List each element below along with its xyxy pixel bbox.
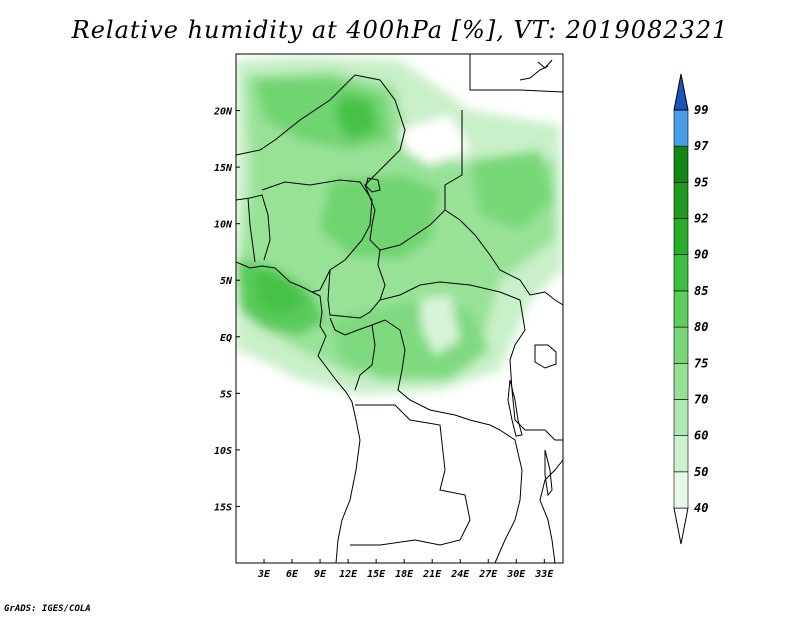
humidity-region-core-east [470, 150, 555, 230]
colorbar-segment [673, 435, 689, 473]
colorbar-label: 60 [694, 429, 708, 443]
colorbar-label: 99 [694, 103, 708, 117]
border-car [379, 281, 521, 301]
border-ethiopia [544, 291, 563, 306]
border-cameroon [327, 249, 386, 319]
border-angola [350, 404, 471, 546]
border-nigeria [261, 179, 373, 293]
lon-tick-label: 12E [339, 569, 358, 580]
nile-coast [519, 65, 549, 81]
coastline-west [236, 261, 361, 563]
border-east-africa [509, 299, 563, 441]
humidity-region-dark-patch-2 [255, 270, 305, 315]
lat-tick-label: 15N [214, 163, 233, 174]
colorbar-legend: 40 50 60 70 75 80 85 90 92 95 97 99 [673, 73, 709, 545]
humidity-field [236, 56, 563, 395]
colorbar-label: 85 [694, 284, 708, 298]
lon-tick-label: 9E [314, 569, 327, 580]
lat-tick-label: EQ [220, 333, 232, 344]
lat-tick-label: 15S [214, 502, 232, 513]
chart-title: Relative humidity at 400hPa [%], VT: 201… [71, 16, 729, 44]
lat-tick-label: 10S [214, 446, 232, 457]
colorbar-label: 92 [694, 212, 708, 226]
colorbar-segment [673, 471, 689, 509]
map-frame [235, 53, 564, 564]
lake-chad [365, 177, 381, 193]
colorbar-segment [673, 145, 689, 183]
country-boundaries [236, 54, 563, 563]
colorbar-label: 97 [694, 139, 709, 153]
border-chad-sudan [444, 110, 463, 210]
lat-tick-label: 5S [220, 389, 232, 400]
lon-tick-label: 21E [422, 569, 442, 580]
lon-tick-label: 30E [506, 569, 526, 580]
colorbar-segment [673, 109, 689, 147]
colorbar-segment [673, 182, 689, 219]
lon-tick-label: 3E [257, 569, 271, 580]
colorbar-segment [673, 218, 689, 256]
border-sahel-n [236, 74, 546, 296]
border-drc [371, 319, 523, 563]
latitude-axis: 20N 15N 10N 5N EQ 5S 10S 15S [213, 107, 240, 513]
lat-tick-label: 10N [214, 220, 233, 231]
colorbar-label: 40 [694, 501, 708, 515]
grads-credit: GrADS: IGES/COLA [4, 604, 91, 614]
colorbar-under-arrow [673, 507, 689, 545]
lake-victoria [534, 344, 557, 369]
dry-patch-congo [420, 295, 460, 355]
colorbar-segment [673, 326, 689, 364]
humidity-region-dark-patch [335, 95, 378, 140]
colorbar-label: 75 [694, 356, 708, 370]
colorbar-label: 80 [694, 320, 708, 334]
colorbar-label: 70 [694, 392, 708, 406]
lon-tick-label: 24E [450, 569, 470, 580]
colorbar-label: 90 [694, 248, 708, 262]
lake-malawi [544, 449, 553, 497]
border-libya-egypt [469, 54, 563, 93]
colorbar-label: 50 [694, 465, 708, 479]
colorbar-segment [673, 290, 689, 328]
colorbar-over-arrow [673, 73, 689, 111]
lat-tick-label: 20N [213, 107, 233, 118]
colorbar-label: 95 [694, 175, 708, 189]
lon-tick-label: 15E [367, 569, 386, 580]
lat-tick-label: 5N [220, 276, 233, 287]
longitude-axis: 3E 6E 9E 12E 15E 18E 21E 24E 27E 30E 33E [257, 559, 554, 580]
lon-tick-label: 6E [286, 569, 299, 580]
lon-tick-label: 27E [478, 569, 498, 580]
dry-patch-sahara [400, 115, 470, 165]
border-west-2 [247, 197, 256, 263]
lon-tick-label: 18E [395, 569, 414, 580]
colorbar-segment [673, 362, 689, 400]
colorbar-segment [673, 254, 689, 292]
coastline-east [539, 459, 563, 563]
colorbar-segment [673, 399, 689, 436]
lon-tick-label: 33E [534, 569, 554, 580]
red-sea [537, 59, 553, 69]
lake-tanganyika [507, 379, 523, 437]
